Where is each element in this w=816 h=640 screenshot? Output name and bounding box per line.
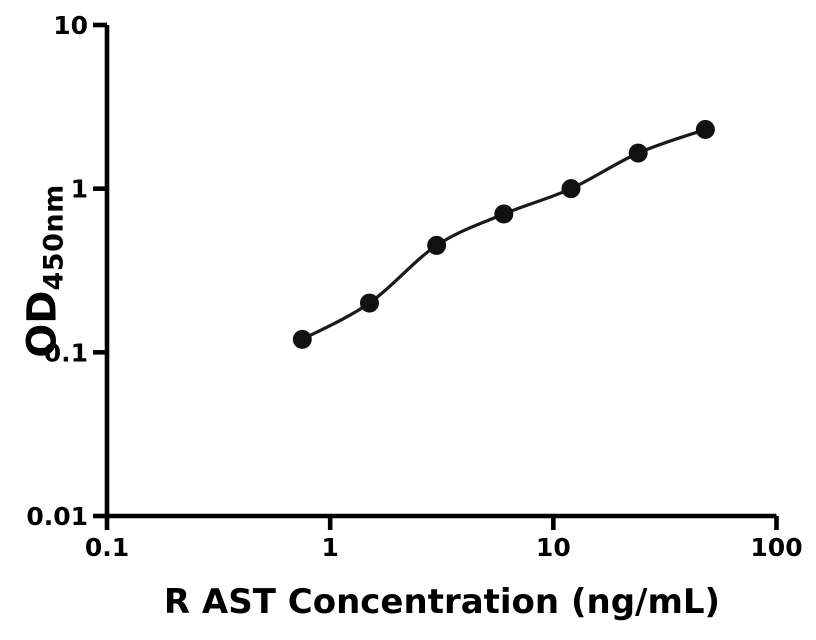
x-tick-label: 1: [321, 533, 338, 562]
y-axis-title: OD450nm: [19, 184, 70, 358]
x-axis-title: R AST Concentration (ng/mL): [163, 582, 721, 622]
y-tick-label: 10: [53, 11, 88, 40]
data-point: [561, 179, 581, 199]
y-tick-label: 0.1: [44, 338, 88, 367]
data-point: [695, 119, 715, 139]
x-tick-label: 0.1: [85, 533, 129, 562]
y-axis-title-subscript: 450nm: [38, 184, 70, 291]
data-point: [292, 329, 312, 349]
y-tick-label: 1: [71, 175, 88, 204]
data-point: [628, 143, 648, 163]
y-axis-title-main: OD: [19, 290, 66, 358]
data-point: [494, 204, 514, 224]
data-point: [359, 293, 379, 313]
y-tick-label: 0.01: [26, 502, 88, 531]
data-point: [427, 235, 447, 255]
x-tick-label: 100: [750, 533, 802, 562]
x-tick-label: 10: [536, 533, 571, 562]
